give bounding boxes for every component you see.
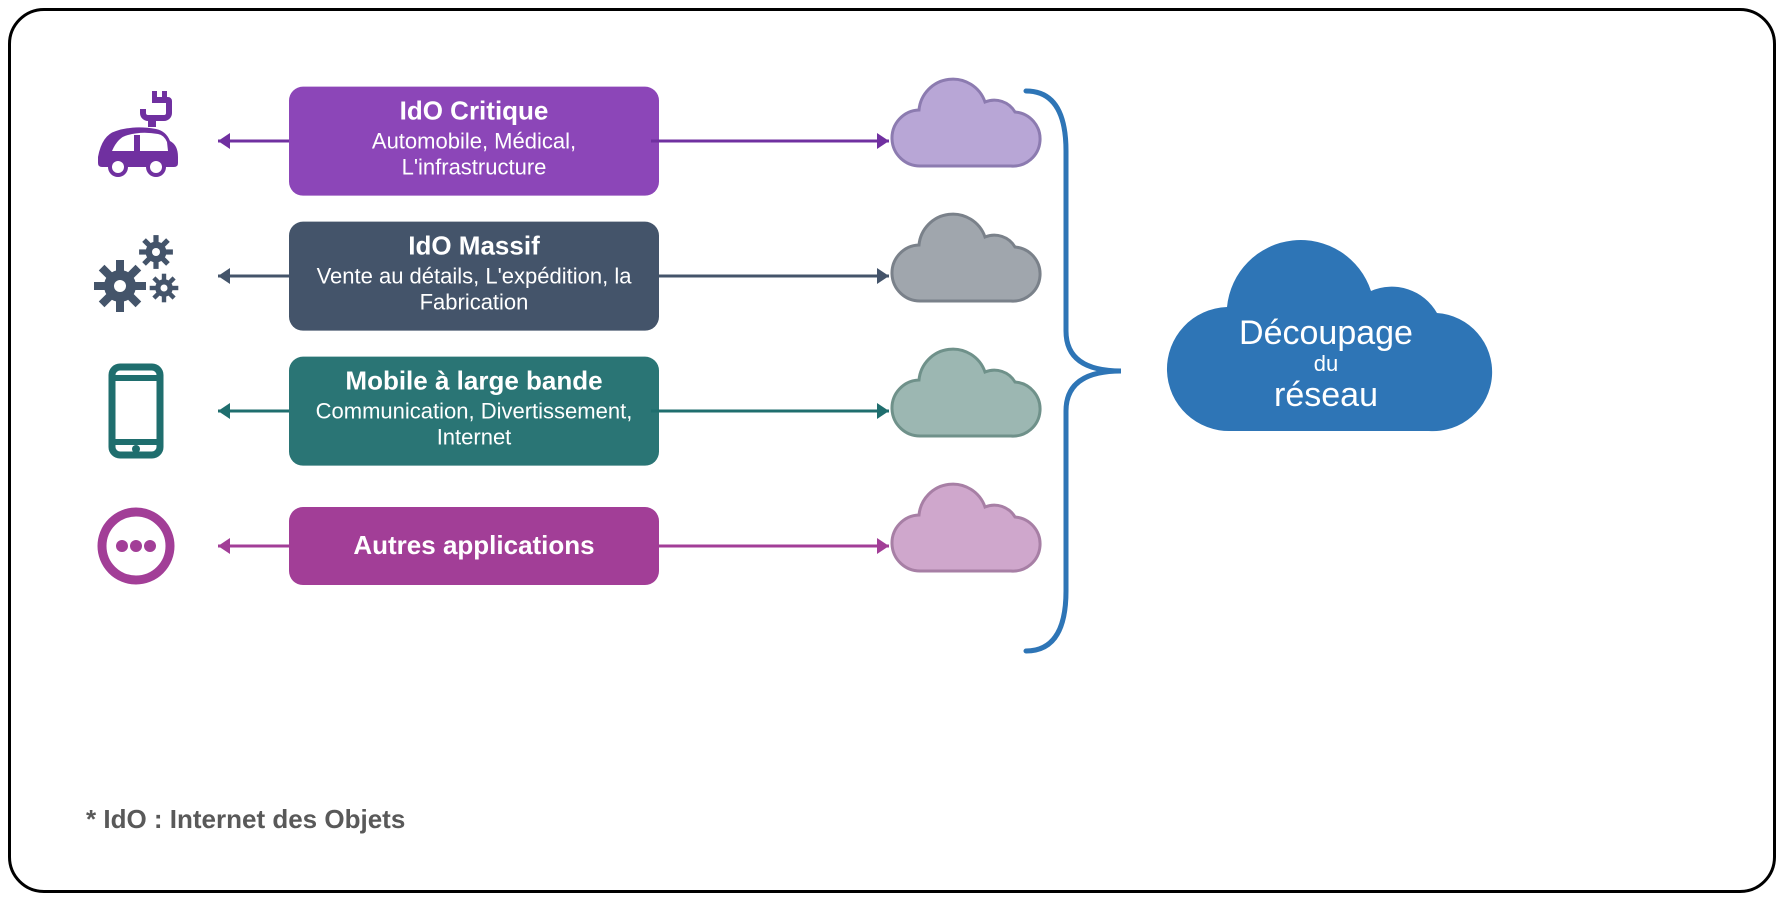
arrow-right-0: [651, 131, 901, 151]
diagram-stage: IdO Critique Automobile, Médical, L'infr…: [11, 11, 1773, 890]
network-slicing-label: Découpage du réseau: [1141, 315, 1511, 414]
arrow-right-1: [651, 266, 901, 286]
footnote: * IdO : Internet des Objets: [86, 804, 405, 835]
block-title: Autres applications: [303, 531, 645, 561]
gears-icon: [71, 211, 201, 341]
car-icon: [71, 76, 201, 206]
block-subtitle: Automobile, Médical, L'infrastructure: [303, 129, 645, 182]
block-massive-iot: IdO Massif Vente au détails, L'expéditio…: [289, 222, 659, 331]
row-massive-iot: IdO Massif Vente au détails, L'expéditio…: [71, 211, 1071, 341]
block-subtitle: Communication, Divertissement, Internet: [303, 399, 645, 452]
phone-icon: [71, 346, 201, 476]
arrow-right-2: [651, 401, 901, 421]
block-critical-iot: IdO Critique Automobile, Médical, L'infr…: [289, 87, 659, 196]
diagram-frame: IdO Critique Automobile, Médical, L'infr…: [8, 8, 1776, 893]
arrow-right-3: [651, 536, 901, 556]
block-title: IdO Massif: [303, 232, 645, 262]
row-mobile-broadband: Mobile à large bande Communication, Dive…: [71, 346, 1071, 476]
network-slicing-cloud: Découpage du réseau: [1141, 231, 1511, 461]
row-other-apps: Autres applications: [71, 481, 1071, 611]
block-title: IdO Critique: [303, 97, 645, 127]
block-mobile-broadband: Mobile à large bande Communication, Dive…: [289, 357, 659, 466]
block-subtitle: Vente au détails, L'expédition, la Fabri…: [303, 264, 645, 317]
row-critical-iot: IdO Critique Automobile, Médical, L'infr…: [71, 76, 1071, 206]
block-other-apps: Autres applications: [289, 507, 659, 585]
brace-icon: [1011, 81, 1141, 661]
block-title: Mobile à large bande: [303, 367, 645, 397]
dots-icon: [71, 481, 201, 611]
